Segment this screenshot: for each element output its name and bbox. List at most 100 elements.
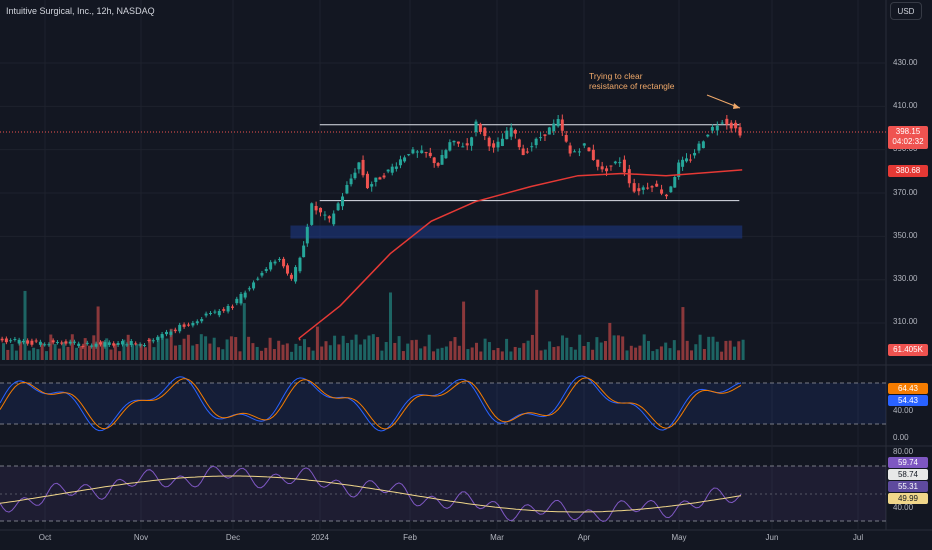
candle-body xyxy=(424,152,428,154)
candle-body xyxy=(81,345,85,347)
candle-body xyxy=(103,342,107,347)
stoch-scale-label: 0.00 xyxy=(893,433,909,442)
candle-body xyxy=(517,139,521,148)
stoch-band xyxy=(0,383,886,424)
volume-bar xyxy=(341,335,345,360)
candle-body xyxy=(660,189,664,194)
volume-bar xyxy=(569,347,573,360)
candle-body xyxy=(60,342,64,344)
candle-body xyxy=(365,173,369,189)
volume-bar xyxy=(199,334,203,360)
annotation-arrowhead xyxy=(733,103,740,109)
volume-bar xyxy=(530,334,534,360)
volume-bar xyxy=(737,341,741,360)
volume-bar xyxy=(715,341,719,360)
volume-bar xyxy=(285,343,289,360)
volume-bar xyxy=(505,338,509,360)
volume-bar xyxy=(83,338,87,360)
candle-body xyxy=(26,340,30,344)
candle-body xyxy=(43,344,47,346)
volume-bar xyxy=(432,351,435,360)
volume-bar xyxy=(634,347,638,360)
volume-bar xyxy=(251,343,255,360)
candle-body xyxy=(577,151,581,153)
candle-body xyxy=(456,141,460,144)
candle-body xyxy=(213,311,217,313)
volume-bar xyxy=(608,322,612,360)
volume-bar xyxy=(143,347,147,360)
currency-button[interactable]: USD xyxy=(890,2,922,20)
rsi-scale-label: 40.00 xyxy=(893,503,914,512)
candle-body xyxy=(323,214,327,216)
candle-body xyxy=(357,162,361,170)
candle-body xyxy=(444,150,448,159)
rsi-line xyxy=(0,465,742,523)
time-axis-label: Mar xyxy=(490,533,504,542)
candle-body xyxy=(641,187,645,190)
candle-body xyxy=(286,265,290,274)
candle-body xyxy=(260,272,264,276)
candle-body xyxy=(415,151,419,153)
candle-body xyxy=(231,306,235,308)
time-axis-label: 2024 xyxy=(311,533,329,542)
volume-bar xyxy=(328,345,332,360)
volume-bar xyxy=(642,334,646,360)
candle-body xyxy=(432,157,436,164)
candle-body xyxy=(734,122,738,129)
volume-bar xyxy=(264,347,268,360)
volume-bar xyxy=(75,347,79,360)
volume-bar xyxy=(100,341,104,360)
volume-bar xyxy=(363,339,367,360)
candle-body xyxy=(539,137,543,139)
volume-bar xyxy=(57,348,61,360)
volume-bar xyxy=(595,337,599,360)
candle-body xyxy=(30,340,34,345)
volume-bar xyxy=(483,338,487,360)
candle-body xyxy=(186,324,190,326)
candle-body xyxy=(560,119,564,131)
time-axis-label: Dec xyxy=(225,533,241,542)
candle-body xyxy=(513,130,517,134)
volume-bar xyxy=(376,337,380,360)
candle-body xyxy=(465,143,469,146)
volume-bar xyxy=(156,336,160,360)
rsi-badge: 55.31 xyxy=(888,481,928,492)
time-axis-label: Oct xyxy=(38,533,52,542)
volume-bar xyxy=(311,350,315,360)
volume-bar xyxy=(616,335,620,360)
volume-bar xyxy=(466,349,470,360)
volume-bar xyxy=(685,340,689,360)
candle-body xyxy=(591,149,595,161)
candle-body xyxy=(374,177,378,182)
volume-bar xyxy=(294,343,298,360)
candle-body xyxy=(627,169,631,184)
volume-bar xyxy=(702,348,706,360)
volume-bar xyxy=(586,341,590,360)
volume-bar xyxy=(346,343,349,360)
volume-bar xyxy=(462,301,466,360)
candle-body xyxy=(289,274,293,279)
volume-bar xyxy=(728,340,732,360)
candle-body xyxy=(382,175,386,178)
volume-bar xyxy=(324,341,328,360)
volume-bar xyxy=(45,351,48,360)
candle-body xyxy=(492,143,496,148)
candle-body xyxy=(483,127,487,136)
volume-bar xyxy=(19,341,23,360)
candle-body xyxy=(587,147,591,152)
volume-bar xyxy=(427,334,431,360)
candle-body xyxy=(378,177,382,180)
volume-bar xyxy=(298,345,302,360)
candle-body xyxy=(125,344,129,346)
candle-body xyxy=(226,305,230,312)
symbol-title: Intuitive Surgical, Inc., 12h, NASDAQ xyxy=(6,6,155,16)
annotation-line-2: resistance of rectangle xyxy=(589,81,675,91)
candle-body xyxy=(677,162,681,177)
volume-bar xyxy=(2,343,5,360)
candle-body xyxy=(116,343,120,345)
candle-body xyxy=(622,159,626,173)
candle-body xyxy=(547,127,551,135)
volume-bar xyxy=(27,350,31,360)
candle-body xyxy=(298,262,302,272)
